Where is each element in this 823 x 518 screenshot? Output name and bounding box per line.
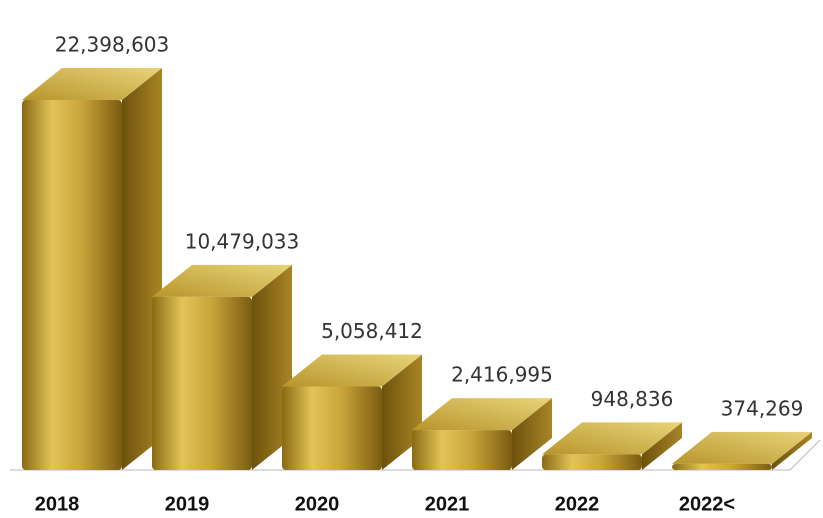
category-label: 2022 (555, 493, 600, 515)
bar-side (772, 431, 812, 470)
bar (672, 463, 772, 470)
value-label: 5,058,412 (321, 319, 423, 343)
bar (542, 454, 642, 470)
category-label: 2019 (165, 493, 210, 515)
value-label: 10,479,033 (185, 229, 300, 253)
bar-top (152, 264, 292, 297)
value-label: 374,269 (721, 396, 804, 420)
bar-top (542, 422, 682, 455)
bar-top (412, 398, 552, 431)
value-label: 22,398,603 (55, 33, 170, 57)
bar (412, 430, 512, 470)
bar-side (642, 422, 682, 470)
category-label: 2021 (425, 493, 470, 515)
bar-side (512, 398, 552, 470)
bar (22, 100, 122, 470)
category-label: 2018 (35, 493, 80, 515)
floor (10, 439, 821, 471)
value-label: 948,836 (591, 387, 674, 411)
bar-top (672, 431, 812, 464)
category-label: 2022< (679, 493, 735, 515)
bar (282, 386, 382, 470)
bar (152, 296, 252, 470)
category-label: 2020 (295, 493, 340, 515)
bar-top (22, 68, 162, 100)
bar-top (282, 354, 422, 387)
value-label: 2,416,995 (451, 363, 553, 387)
